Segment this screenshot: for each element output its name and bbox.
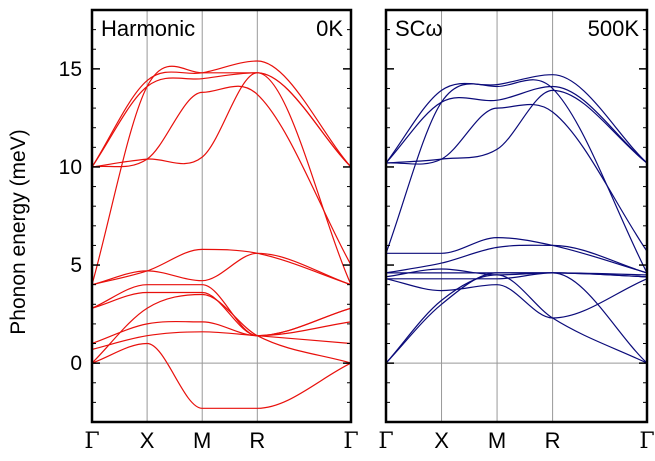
y-tick-label: 5 <box>70 254 82 277</box>
phonon-band-6 <box>385 244 648 274</box>
x-tick-label-0: Γ <box>84 429 99 454</box>
plot-frame <box>90 8 353 424</box>
y-tick-label: 0 <box>70 352 82 375</box>
y-axis-label: Phonon energy (meV) <box>7 129 30 334</box>
phonon-band-9 <box>386 272 648 280</box>
phonon-band-0 <box>91 60 352 168</box>
temperature-label: 0K <box>316 16 343 41</box>
phonon-band-12 <box>91 342 352 409</box>
phonon-band-5 <box>385 236 648 274</box>
phonon-band-1 <box>385 85 648 164</box>
panel-label: Harmonic <box>101 16 195 41</box>
panel-label: SCω <box>395 16 443 41</box>
phonon-band-2 <box>385 89 648 164</box>
phonon-band-11 <box>91 293 352 364</box>
phonon-band-10 <box>385 278 648 319</box>
phonon-band-0 <box>385 74 648 164</box>
phonon-band-5 <box>91 248 352 286</box>
plot-frame <box>384 8 649 424</box>
y-tick-label: 10 <box>59 156 82 179</box>
x-tick-label-3: R <box>545 428 561 453</box>
phonon-band-3 <box>91 85 352 266</box>
x-tick-label-3: R <box>249 428 265 453</box>
phonon-band-10 <box>91 331 352 350</box>
panel-sc-omega: Γ X M R Γ SCω 500K <box>378 8 655 454</box>
phonon-band-9 <box>91 320 352 345</box>
x-tick-label-1: X <box>434 428 449 453</box>
x-tick-label-0: Γ <box>378 429 393 454</box>
phonon-band-1 <box>91 72 352 168</box>
temperature-label: 500K <box>588 16 640 41</box>
x-tick-label-2: M <box>488 428 506 453</box>
phonon-band-3 <box>385 103 648 252</box>
phonon-band-2 <box>91 72 352 168</box>
x-tick-label-4: Γ <box>343 429 358 454</box>
phonon-band-11 <box>385 274 648 364</box>
panel-harmonic: 0 5 10 15 Γ X M R Γ Harmonic 0K <box>59 8 359 454</box>
phonon-band-4 <box>385 79 648 274</box>
phonon-band-8 <box>91 291 352 337</box>
y-tick-label: 15 <box>59 58 82 81</box>
x-tick-label-1: X <box>140 428 155 453</box>
phonon-band-6 <box>91 252 352 286</box>
phonon-band-12 <box>385 272 648 364</box>
phonon-band-4 <box>91 65 352 285</box>
x-tick-label-2: M <box>193 428 211 453</box>
x-tick-label-4: Γ <box>639 429 654 454</box>
